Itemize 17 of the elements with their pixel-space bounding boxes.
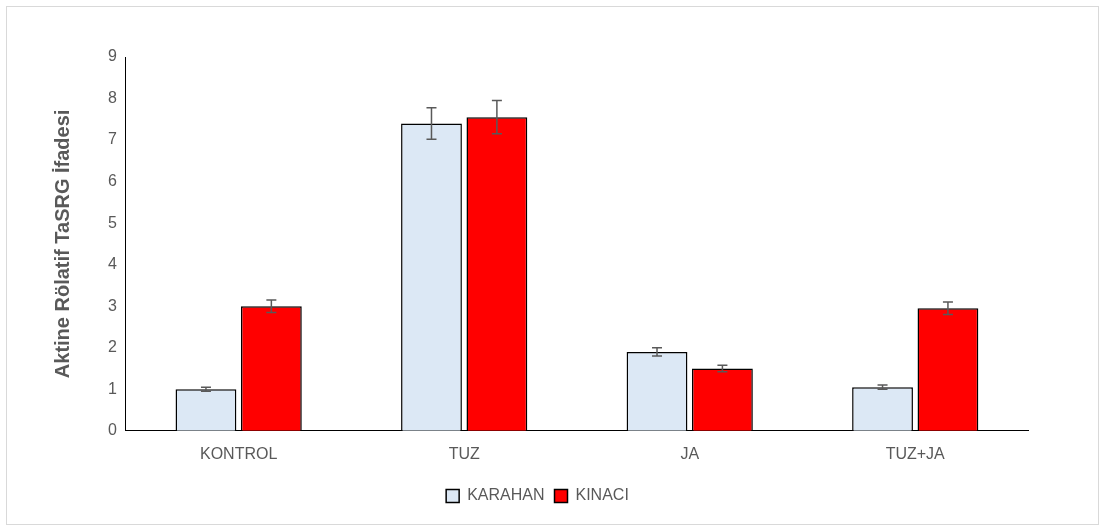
legend-label: KARAHAN	[467, 486, 545, 504]
x-tick-label: JA	[680, 444, 700, 462]
y-tick-label: 7	[107, 130, 117, 148]
y-tick-label: 5	[107, 213, 117, 231]
y-tick-label: 0	[107, 421, 117, 439]
y-tick-label: 6	[107, 172, 117, 190]
y-tick-label: 4	[107, 255, 117, 273]
y-tick-label: 8	[107, 88, 117, 106]
y-axis-title: Aktine Rölatif TaSRG İfadesi	[50, 109, 73, 379]
x-tick-label: TUZ	[448, 444, 480, 462]
y-tick-label: 2	[107, 338, 117, 356]
x-tick-label: KONTROL	[199, 444, 278, 462]
x-tick-label: TUZ+JA	[885, 444, 946, 462]
y-tick-label: 1	[107, 379, 117, 397]
y-tick-label: 9	[107, 47, 117, 65]
legend-label: KINACI	[575, 486, 629, 504]
y-tick-label: 3	[107, 296, 117, 314]
